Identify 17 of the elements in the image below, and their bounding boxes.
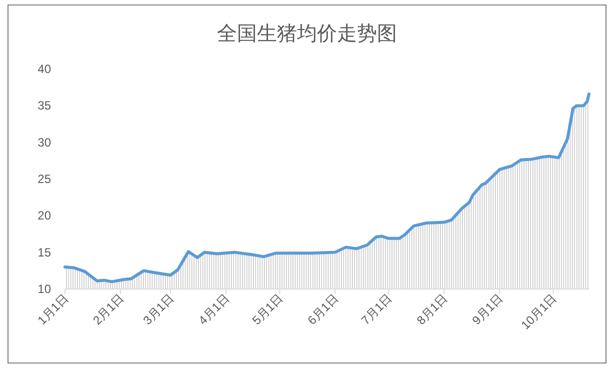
x-tick-label: 4月1日	[196, 291, 232, 328]
y-tick-label: 40	[38, 62, 52, 76]
y-tick-label: 30	[38, 135, 52, 150]
x-tick-label: 6月1日	[304, 291, 342, 328]
x-tick-label: 8月1日	[414, 291, 450, 328]
x-tick-label: 7月1日	[358, 291, 395, 328]
y-tick-label: 10	[38, 282, 52, 296]
x-tick-label: 3月1日	[140, 291, 177, 328]
y-tick-label: 35	[38, 98, 52, 113]
title: 全国生猪均价走势图	[217, 23, 397, 45]
x-tick-label: 5月1日	[249, 291, 286, 328]
y-tick-label: 25	[38, 172, 52, 186]
x-tick-label: 2月1日	[90, 291, 127, 328]
y-tick-label: 20	[38, 208, 52, 223]
x-tick-label: 10月1日	[518, 291, 560, 332]
x-tick-label: 9月1日	[469, 291, 506, 328]
y-tick-label: 15	[38, 245, 52, 260]
